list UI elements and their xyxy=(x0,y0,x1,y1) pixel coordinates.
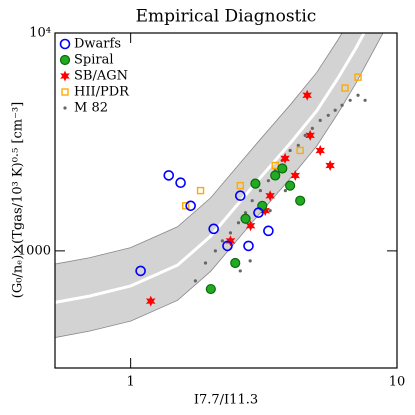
point xyxy=(341,84,349,92)
point xyxy=(283,189,287,193)
legend-marker xyxy=(59,38,71,50)
point xyxy=(205,283,216,295)
point xyxy=(222,240,233,252)
point xyxy=(208,223,219,235)
point xyxy=(258,189,262,193)
point xyxy=(296,146,304,155)
point xyxy=(266,179,271,183)
point xyxy=(196,186,205,195)
y-tick-label: 1000 xyxy=(18,243,51,258)
model-curve xyxy=(55,33,366,304)
point xyxy=(230,257,241,269)
point xyxy=(236,181,244,190)
point xyxy=(318,118,322,123)
point xyxy=(354,73,362,81)
point xyxy=(146,295,156,307)
point xyxy=(250,178,261,189)
point xyxy=(213,249,217,253)
point xyxy=(277,163,288,174)
plot-frame xyxy=(54,32,398,369)
point xyxy=(234,190,246,202)
point xyxy=(356,93,360,97)
point xyxy=(240,213,251,224)
point xyxy=(363,98,367,102)
point xyxy=(265,190,275,202)
point xyxy=(250,199,254,203)
point xyxy=(268,209,272,213)
point xyxy=(182,202,190,210)
point xyxy=(310,126,314,130)
point xyxy=(193,279,197,283)
x-axis-label: I7.7/I11.3 xyxy=(194,393,258,408)
point xyxy=(225,235,236,247)
point xyxy=(203,261,208,265)
model-band xyxy=(55,33,384,338)
legend-marker xyxy=(61,88,69,96)
y-axis-label: (G₀/nₑ)×(Tgas/10³ K)⁰·⁵ [cm⁻³] xyxy=(11,102,26,298)
point xyxy=(245,220,256,232)
point xyxy=(175,177,186,189)
point xyxy=(270,170,281,181)
legend-label: Spiral xyxy=(74,53,114,68)
point xyxy=(243,211,248,215)
y-tick-label: 10⁴ xyxy=(29,26,51,41)
point xyxy=(305,129,315,141)
point xyxy=(290,169,301,181)
point xyxy=(243,240,254,252)
point xyxy=(263,225,274,237)
legend-marker xyxy=(60,70,70,82)
point xyxy=(296,143,300,147)
legend-marker xyxy=(59,54,71,66)
point xyxy=(295,195,306,206)
point xyxy=(285,180,296,191)
point xyxy=(253,207,264,218)
point xyxy=(238,269,242,273)
legend-label: M 82 xyxy=(74,101,108,116)
chart-title: Empirical Diagnostic xyxy=(136,7,317,27)
point xyxy=(288,148,292,153)
legend-label: SB/AGN xyxy=(74,69,128,84)
point xyxy=(280,152,290,164)
point xyxy=(220,239,224,243)
point xyxy=(248,259,252,263)
point xyxy=(340,103,344,107)
point xyxy=(315,144,326,156)
legend-label: HII/PDR xyxy=(74,85,130,100)
point xyxy=(348,98,352,102)
x-tick-label: 1 xyxy=(127,375,135,390)
point xyxy=(325,160,335,172)
point xyxy=(303,133,307,138)
point xyxy=(163,170,175,181)
legend-marker xyxy=(63,106,67,110)
point xyxy=(228,231,233,235)
point xyxy=(326,113,330,117)
x-tick-label: 10 xyxy=(389,375,406,390)
plot-area xyxy=(55,33,384,338)
point xyxy=(236,221,241,225)
legend-label: Dwarfs xyxy=(74,37,121,52)
point xyxy=(135,265,146,277)
point xyxy=(302,89,312,101)
point xyxy=(333,108,337,112)
point xyxy=(185,200,196,212)
point xyxy=(260,205,270,217)
